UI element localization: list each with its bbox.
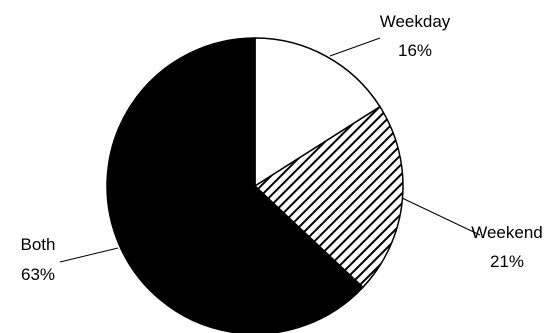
slice-name-label-both: Both [21,235,56,254]
slice-name-label-weekend: Weekend [471,223,543,242]
slice-name-label-weekday: Weekday [380,12,451,31]
pie-slices [106,37,404,333]
slice-labels: Weekday 16% Weekend 21% Both 63% [21,12,543,284]
slice-value-label-both: 63% [21,265,55,284]
leader-line-both [59,247,119,263]
leader-lines [59,37,481,263]
pie-slice-both [106,37,364,333]
pie-slice-weekend [253,105,404,289]
pie-slice-weekday [254,37,381,188]
leader-line-weekend [401,197,481,236]
leader-line-weekday [329,37,381,57]
slice-value-label-weekday: 16% [398,41,432,60]
slice-value-label-weekend: 21% [490,252,524,271]
